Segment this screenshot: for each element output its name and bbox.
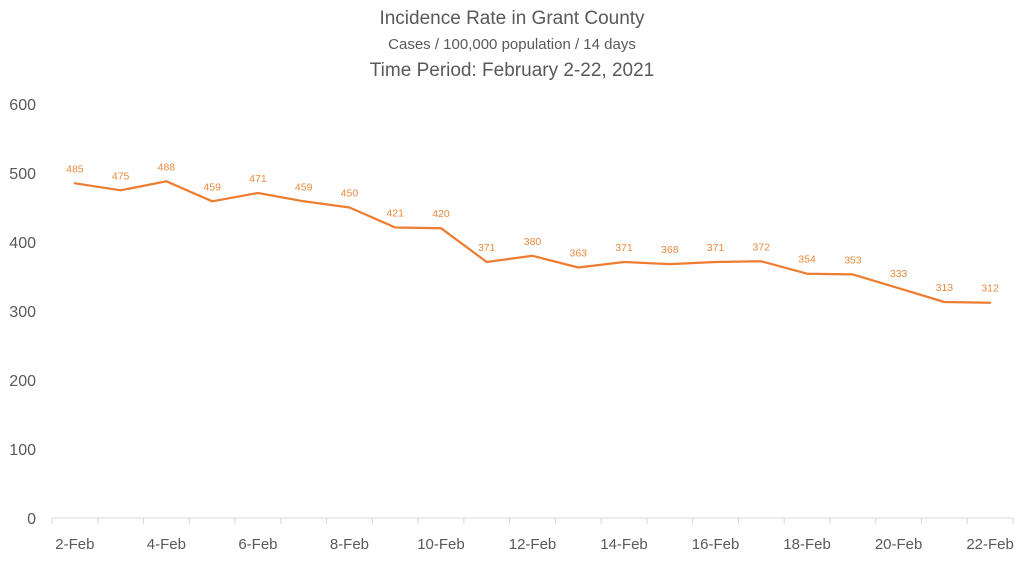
x-tick-label: 16-Feb <box>692 536 740 553</box>
data-label: 471 <box>249 173 267 185</box>
y-tick-label: 500 <box>9 166 36 183</box>
data-label: 333 <box>890 268 908 280</box>
y-tick-label: 0 <box>27 511 36 528</box>
x-tick-label: 8-Feb <box>330 536 369 553</box>
series-incidence <box>73 180 992 304</box>
data-label: 371 <box>478 242 496 254</box>
data-point <box>165 180 168 183</box>
x-tick-label: 14-Feb <box>600 536 648 553</box>
data-label: 371 <box>615 242 633 254</box>
data-label: 420 <box>432 208 450 220</box>
data-label: 372 <box>753 241 771 253</box>
data-label: 363 <box>569 248 587 260</box>
data-label: 459 <box>203 181 221 193</box>
data-label: 450 <box>341 188 359 200</box>
data-point <box>394 226 397 229</box>
y-tick-label: 200 <box>9 373 36 390</box>
y-tick-label: 400 <box>9 235 36 252</box>
data-point <box>806 272 808 275</box>
chart-period: Time Period: February 2-22, 2021 <box>369 60 655 81</box>
data-label: 488 <box>158 161 176 173</box>
data-point <box>577 266 580 269</box>
data-point <box>211 200 213 203</box>
data-point <box>989 301 991 304</box>
data-point <box>302 200 305 203</box>
data-point <box>760 260 763 263</box>
data-point <box>852 273 854 276</box>
data-point <box>668 263 671 265</box>
x-tick-label: 10-Feb <box>417 536 465 553</box>
y-axis: 0 100 200 300 400 500 600 <box>9 97 36 528</box>
data-label: 485 <box>66 163 84 175</box>
data-label: 459 <box>295 181 313 193</box>
data-label: 368 <box>661 244 679 256</box>
x-tick-label: 6-Feb <box>238 536 277 553</box>
chart-title: Incidence Rate in Grant County <box>379 8 645 29</box>
data-point <box>257 192 259 194</box>
x-tick-label: 20-Feb <box>875 536 923 553</box>
data-point <box>440 227 442 229</box>
data-point <box>119 189 122 192</box>
data-label: 371 <box>707 242 725 254</box>
chart-subtitle: Cases / 100,000 population / 14 days <box>388 36 636 53</box>
data-point <box>531 255 534 257</box>
data-point <box>485 261 488 263</box>
x-tick-label: 18-Feb <box>783 536 831 553</box>
data-point <box>348 206 351 209</box>
y-tick-label: 100 <box>9 442 36 459</box>
data-label: 475 <box>112 170 130 182</box>
y-tick-label: 600 <box>9 97 36 114</box>
data-label: 353 <box>844 254 862 266</box>
data-point <box>714 261 717 263</box>
y-tick-label: 300 <box>9 304 36 321</box>
data-labels: 485 475 488 459 471 459 450 421 420 371 380 363 371 3… <box>66 161 999 294</box>
x-tick-label: 12-Feb <box>509 536 557 553</box>
data-label: 313 <box>936 282 954 294</box>
x-tick-label: 22-Feb <box>966 536 1014 553</box>
data-label: 312 <box>981 283 999 295</box>
x-tick-label: 4-Feb <box>147 536 186 553</box>
data-point <box>623 261 625 263</box>
x-axis: 2-Feb 4-Feb 6-Feb 8-Feb 10-Feb 12-Feb 14-Feb 16… <box>51 517 1014 553</box>
data-point <box>943 301 946 303</box>
x-tick-label: 2-Feb <box>55 536 94 553</box>
data-label: 354 <box>798 254 816 266</box>
data-point <box>897 287 900 290</box>
data-label: 380 <box>524 236 542 248</box>
data-point <box>74 182 76 185</box>
data-label: 421 <box>386 208 404 220</box>
